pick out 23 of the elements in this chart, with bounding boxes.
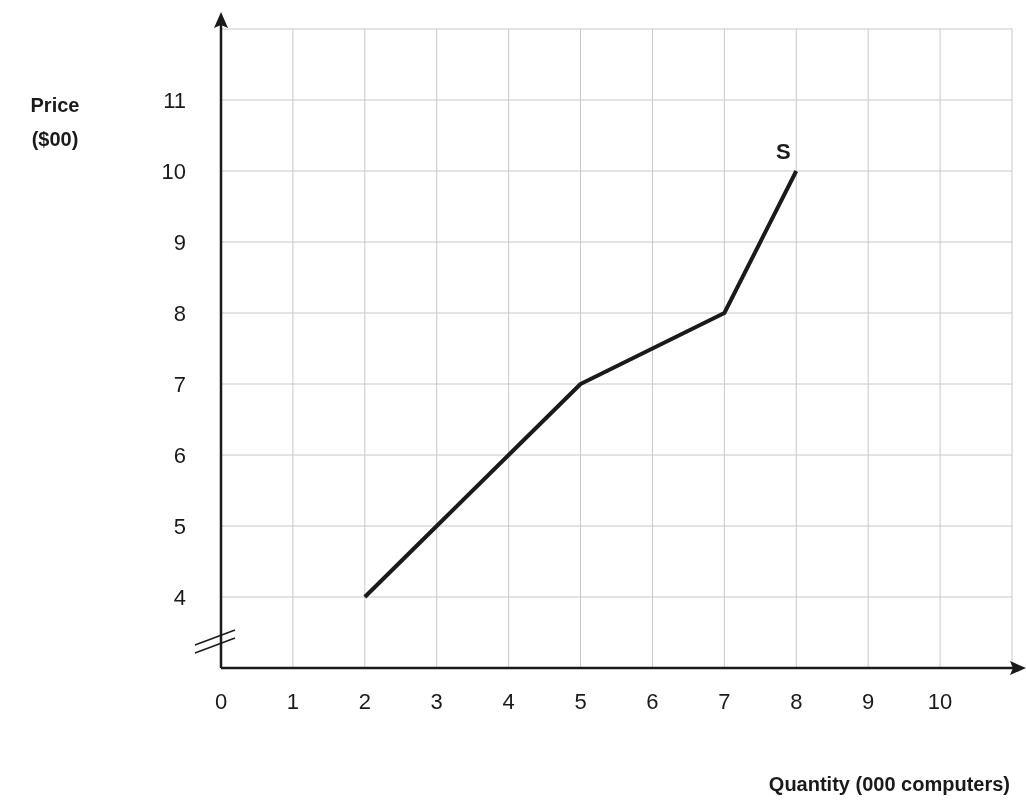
y-tick-label: 4	[173, 585, 186, 610]
annotation: S	[775, 139, 791, 164]
y-tick-label: 8	[173, 301, 186, 326]
x-tick-label: 7	[718, 689, 731, 714]
y-tick-label: 5	[173, 514, 186, 539]
y-tick-label: 11	[163, 88, 186, 113]
x-tick-label: 3	[430, 689, 443, 714]
line-series	[362, 169, 799, 599]
y-tick-label: 10	[161, 159, 186, 184]
x-tick-label: 9	[862, 689, 875, 714]
x-axis-title: Quantity (000 computers)	[768, 773, 1010, 795]
x-tick-label: 6	[646, 689, 659, 714]
x-tick-label: 5	[574, 689, 587, 714]
y-tick-label: 9	[173, 230, 186, 255]
y-axis-title: Price ($00)	[30, 94, 80, 150]
x-tick-label: 4	[502, 689, 515, 714]
x-tick-label: 1	[286, 689, 300, 714]
x-tick-label: 8	[790, 689, 803, 714]
y-tick-label: 6	[173, 443, 186, 468]
y-tick-label: 7	[173, 372, 186, 397]
x-tick-label: 0	[214, 689, 228, 714]
x-tick-label: 2	[358, 689, 371, 714]
x-tick-label: 10	[927, 689, 953, 714]
